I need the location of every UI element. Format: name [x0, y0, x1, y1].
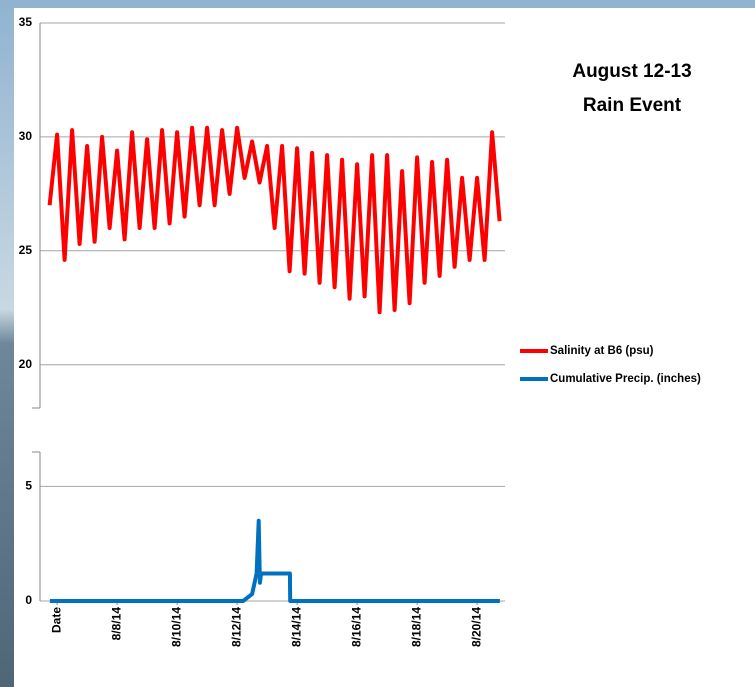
- y-tick-label: 5: [25, 479, 32, 493]
- y-tick-label: 25: [19, 243, 33, 257]
- y-tick-label: 35: [19, 15, 33, 29]
- x-tick-label: 8/20/14: [469, 607, 483, 647]
- chart: August 12-13 Rain Event 20 25 30 35 0 5 Date 8/…: [0, 0, 755, 687]
- legend-label: Salinity at B6 (psu): [550, 345, 654, 357]
- x-tick-label: 8/12/14: [229, 607, 243, 647]
- x-tick-label: 8/14/14: [289, 607, 303, 647]
- chart-title: Rain Event: [583, 95, 682, 116]
- x-tick-label: Date: [49, 607, 63, 633]
- legend-label: Cumulative Precip. (inches): [550, 373, 701, 385]
- page: {"chart_data": {"type": "line", "title_l…: [0, 0, 755, 687]
- x-tick-label: 8/10/14: [169, 607, 183, 647]
- y-tick-label: 30: [19, 129, 33, 143]
- chart-title: August 12-13: [572, 61, 691, 82]
- y-tick-label: 0: [25, 593, 32, 607]
- y-tick-label: 20: [19, 357, 33, 371]
- x-tick-label: 8/18/14: [409, 607, 423, 647]
- x-tick-label: 8/16/14: [349, 607, 363, 647]
- x-tick-label: 8/8/14: [109, 607, 123, 641]
